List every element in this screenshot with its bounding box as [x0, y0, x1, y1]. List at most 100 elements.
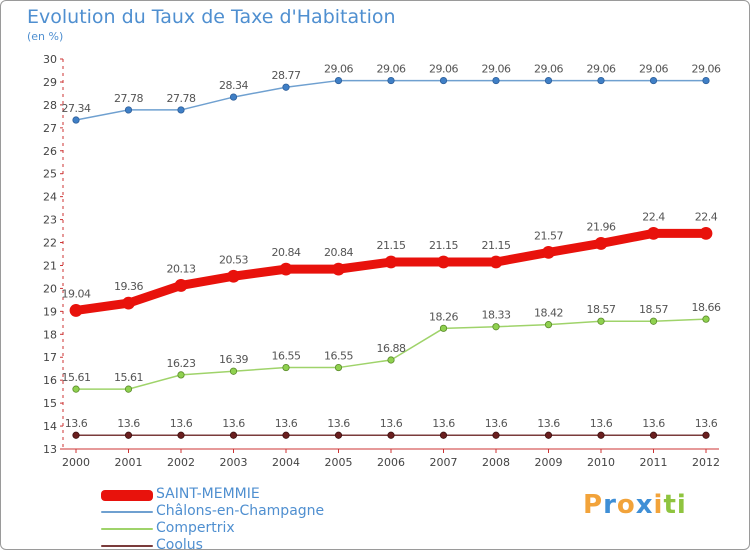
data-label: 18.26 — [429, 310, 458, 323]
data-label: 20.53 — [219, 253, 248, 266]
data-point — [282, 363, 290, 372]
data-label: 28.77 — [272, 69, 301, 82]
logo-letter: i — [676, 490, 687, 520]
x-tick-label: 2011 — [640, 456, 668, 469]
legend-label: SAINT-MEMMIE — [156, 486, 260, 502]
logo-letter: P — [583, 490, 604, 520]
data-label: 18.57 — [639, 303, 668, 316]
data-point — [597, 317, 605, 325]
data-point — [177, 106, 185, 114]
chart-subtitle: (en %) — [27, 30, 64, 43]
logo-letter: t — [663, 490, 677, 520]
y-tick-label: 19 — [43, 305, 57, 318]
x-tick-label: 2012 — [692, 456, 720, 469]
data-point — [332, 262, 345, 276]
data-label: 13.6 — [537, 417, 560, 430]
x-tick-label: 2001 — [115, 456, 143, 469]
data-point — [387, 431, 395, 439]
data-point — [229, 367, 238, 375]
data-label: 20.84 — [272, 246, 301, 259]
data-label: 19.36 — [114, 280, 143, 293]
data-label: 13.6 — [485, 417, 508, 430]
data-point — [177, 371, 185, 379]
data-label: 18.33 — [482, 309, 511, 322]
x-tick-label: 2000 — [62, 456, 90, 469]
legend-swatch — [101, 511, 153, 513]
data-point — [229, 93, 238, 101]
data-point — [387, 76, 395, 85]
y-tick-label: 27 — [43, 122, 57, 135]
x-tick-label: 2007 — [430, 456, 458, 469]
data-label: 13.6 — [695, 417, 718, 430]
data-label: 13.6 — [380, 417, 403, 430]
data-point — [649, 76, 658, 85]
data-label: 13.6 — [432, 417, 455, 430]
data-label: 29.06 — [692, 63, 721, 76]
y-tick-label: 22 — [43, 237, 57, 250]
proxiti-logo: Proxiti — [583, 490, 687, 520]
data-point — [439, 431, 448, 439]
data-label: 16.39 — [219, 353, 248, 366]
data-label: 18.57 — [587, 303, 616, 316]
data-point — [702, 431, 710, 439]
data-label: 29.06 — [587, 63, 616, 76]
logo-letter: i — [653, 490, 664, 520]
x-tick-label: 2010 — [587, 456, 615, 469]
y-tick-label: 15 — [43, 397, 57, 410]
data-label: 29.06 — [482, 63, 511, 76]
data-label: 27.78 — [114, 92, 143, 105]
data-point — [279, 262, 293, 276]
data-label: 29.06 — [377, 63, 406, 76]
data-label: 22.4 — [642, 210, 665, 223]
data-label: 28.34 — [219, 79, 248, 92]
y-tick-label: 14 — [43, 420, 57, 433]
data-point — [384, 255, 398, 269]
data-label: 15.61 — [62, 371, 91, 384]
data-label: 13.6 — [117, 417, 140, 430]
data-point — [544, 321, 553, 329]
y-tick-label: 16 — [43, 374, 57, 387]
data-point — [492, 323, 500, 331]
x-tick-label: 2009 — [535, 456, 563, 469]
data-point — [122, 296, 135, 310]
data-point — [489, 255, 503, 269]
data-label: 29.06 — [324, 63, 353, 76]
data-point — [124, 385, 133, 393]
data-label: 21.15 — [482, 239, 511, 252]
x-tick-label: 2004 — [272, 456, 300, 469]
data-point — [597, 431, 605, 439]
y-tick-label: 13 — [43, 443, 57, 456]
data-point — [439, 324, 448, 332]
x-tick-label: 2006 — [377, 456, 405, 469]
data-label: 16.88 — [377, 342, 406, 355]
data-label: 13.6 — [275, 417, 298, 430]
data-label: 21.15 — [377, 239, 406, 252]
data-point — [177, 431, 185, 439]
data-label: 18.66 — [692, 301, 721, 314]
data-point — [124, 431, 133, 439]
data-label: 27.78 — [167, 92, 196, 105]
legend-swatch — [101, 545, 153, 547]
data-label: 20.84 — [324, 246, 353, 259]
data-point — [439, 76, 448, 85]
data-label: 20.13 — [167, 262, 196, 275]
y-tick-label: 24 — [43, 191, 57, 204]
legend-swatch — [101, 489, 153, 501]
y-tick-label: 20 — [43, 282, 57, 295]
legend-swatch — [101, 528, 153, 530]
legend-label: Coolus — [156, 537, 203, 550]
y-tick-label: 23 — [43, 214, 57, 227]
data-label: 13.6 — [590, 417, 613, 430]
data-point — [174, 279, 188, 292]
data-label: 22.4 — [695, 210, 718, 223]
logo-letter: o — [616, 490, 636, 520]
data-point — [437, 255, 450, 269]
data-label: 13.6 — [170, 417, 193, 430]
data-point — [72, 431, 80, 439]
chart-title: Evolution du Taux de Taxe d'Habitation — [27, 6, 396, 28]
y-tick-label: 26 — [43, 145, 57, 158]
y-tick-label: 28 — [43, 99, 57, 112]
data-point — [282, 431, 290, 439]
logo-letter: x — [635, 490, 654, 520]
